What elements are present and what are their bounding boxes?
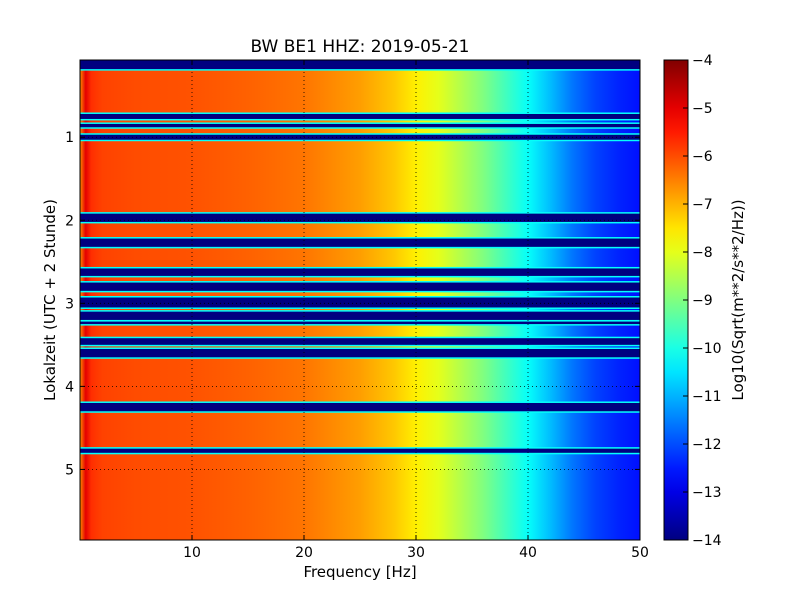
y-tick-label: 2 [65, 213, 74, 229]
plot-frame [79, 59, 641, 541]
x-tick-label: 50 [631, 545, 649, 561]
y-tick-label: 5 [65, 462, 74, 478]
colorbar-label: Log10(Sqrt(m**2/s**2/Hz)) [729, 199, 747, 400]
spectrogram-image [80, 60, 640, 540]
colorbar-tick-label: −14 [692, 533, 722, 549]
colorbar-tick-label: −6 [692, 149, 713, 165]
data-gap-band [80, 448, 640, 453]
data-gap-band [80, 213, 640, 222]
colorbar-tick-label: −4 [692, 53, 713, 69]
colorbar-tick-label: −11 [692, 389, 722, 405]
x-tick-label: 10 [183, 545, 201, 561]
y-tick-label: 3 [65, 296, 74, 312]
colorbar-tick-label: −13 [692, 485, 722, 501]
y-tick-label: 1 [65, 130, 74, 146]
data-gap-band [80, 123, 640, 128]
colorbar-tick-label: −5 [692, 101, 713, 117]
data-gap-band [80, 113, 640, 119]
data-gap-band [80, 402, 640, 412]
grid-lines [80, 60, 640, 540]
data-gap-band [80, 268, 640, 276]
data-gap-band [80, 321, 640, 325]
x-tick-label: 30 [407, 545, 425, 561]
data-gap-band [80, 60, 640, 70]
plot-area: 10 20 30 40 50 1 2 3 4 5 [65, 59, 649, 561]
data-gap-band [80, 348, 640, 358]
colorbar-tick-label: −9 [692, 293, 713, 309]
data-gap-band [80, 338, 640, 345]
y-tick-label: 4 [65, 379, 74, 395]
colorbar-tick-label: −12 [692, 437, 722, 453]
y-axis-label: Lokalzeit (UTC + 2 Stunde) [41, 199, 59, 401]
x-axis-ticks: 10 20 30 40 50 [183, 60, 649, 561]
chart-title: BW BE1 HHZ: 2019-05-21 [250, 37, 469, 57]
colorbar-tick-label: −8 [692, 245, 713, 261]
x-axis-label: Frequency [Hz] [303, 563, 416, 581]
colorbar: −4 −5 −6 −7 −8 −9 −10 −11 −12 −13 −14 Log10(Sqrt(m… [663, 53, 747, 549]
y-axis-ticks: 1 2 3 4 5 [65, 130, 640, 478]
data-gap-band [80, 238, 640, 247]
colorbar-tick-label: −7 [692, 197, 713, 213]
data-gap-band [80, 311, 640, 320]
colorbar-ticks: −4 −5 −6 −7 −8 −9 −10 −11 −12 −13 −14 [683, 53, 722, 549]
x-tick-label: 20 [295, 545, 313, 561]
x-tick-label: 40 [519, 545, 537, 561]
data-gap-band [80, 297, 640, 308]
colorbar-tick-label: −10 [692, 341, 722, 357]
data-gap-band [80, 282, 640, 291]
